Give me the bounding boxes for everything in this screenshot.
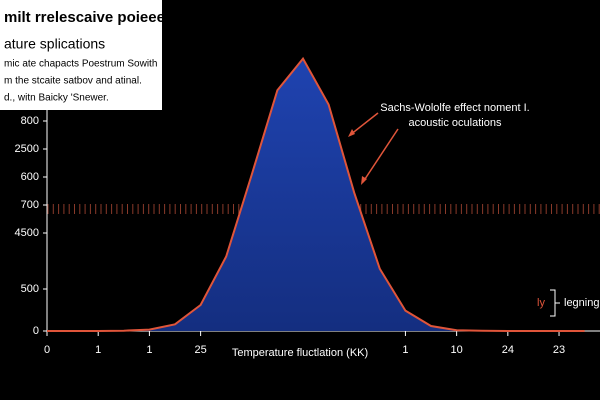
arrowhead bbox=[361, 176, 367, 185]
legend-brace bbox=[550, 289, 560, 317]
x-axis-label: Temperature fluctlation (KK) bbox=[232, 347, 368, 359]
y-tick-label: 500 bbox=[21, 283, 39, 295]
x-tick-label: 0 bbox=[44, 344, 50, 356]
arrowhead bbox=[348, 129, 355, 137]
y-tick-label: 2500 bbox=[15, 143, 39, 155]
y-tick-label: 700 bbox=[21, 199, 39, 211]
y-tick-label: 600 bbox=[21, 171, 39, 183]
description: mic ate chapacts Poestrum Sowith bbox=[4, 59, 157, 70]
annotation: Sachs-Wololfe effect noment I. bbox=[380, 102, 529, 114]
description: d., witn Baicky 'Snewer. bbox=[4, 93, 109, 104]
area bbox=[47, 58, 585, 331]
description: m the stcaite satbov and atinal. bbox=[4, 76, 142, 87]
y-tick-label: 4500 bbox=[15, 227, 39, 239]
subtitle: ature splications bbox=[4, 36, 105, 52]
y-tick-label: 0 bbox=[33, 325, 39, 337]
arrow bbox=[362, 128, 399, 183]
x-tick-label: 1 bbox=[402, 344, 408, 356]
x-tick-label: 24 bbox=[502, 344, 514, 356]
x-tick-label: 1 bbox=[95, 344, 101, 356]
x-tick-label: 10 bbox=[451, 344, 463, 356]
curve bbox=[47, 56, 585, 332]
annotation: acoustic oculations bbox=[409, 117, 502, 129]
x-tick-label: 1 bbox=[146, 344, 152, 356]
y-tick-label: 800 bbox=[21, 115, 39, 127]
legend-label: legning bbox=[564, 297, 599, 309]
x-tick-label: 23 bbox=[553, 344, 565, 356]
info-box bbox=[0, 0, 162, 110]
x-tick-label: 25 bbox=[194, 344, 206, 356]
arrow bbox=[349, 112, 379, 136]
plot-area: 0 500 4500 700 600 2500 800 0 1 1 25 1 10 24 23 Tempera… bbox=[15, 56, 600, 359]
legend-marker: ly bbox=[537, 297, 545, 309]
title: milt rrelescaive poieeeca bbox=[4, 9, 182, 26]
